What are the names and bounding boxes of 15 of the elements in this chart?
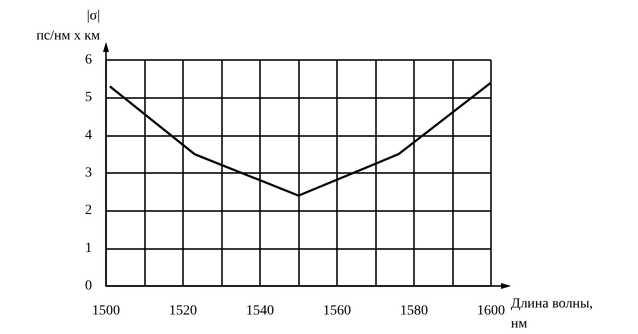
y-tick-label: 2 xyxy=(85,203,92,218)
x-tick-label: 1560 xyxy=(323,304,351,318)
y-tick-label: 1 xyxy=(85,240,92,256)
y-tick-label: 3 xyxy=(85,166,92,180)
x-tick-label: 1520 xyxy=(169,304,197,318)
x-tick-label: 1600 xyxy=(477,304,505,318)
x-tick-label: 1540 xyxy=(246,304,274,318)
y-tick-label: 0 xyxy=(85,278,92,294)
y-tick-label: 5 xyxy=(85,90,92,106)
x-tick-label: 1500 xyxy=(92,304,120,318)
y-tick-label: 4 xyxy=(85,128,92,143)
x-axis-title: Длина волны, нм xyxy=(510,296,593,332)
x-tick-label: 1580 xyxy=(400,304,428,318)
y-axis-title: |σ| пс/нм x км xyxy=(36,8,100,44)
y-tick-label: 6 xyxy=(85,52,92,68)
